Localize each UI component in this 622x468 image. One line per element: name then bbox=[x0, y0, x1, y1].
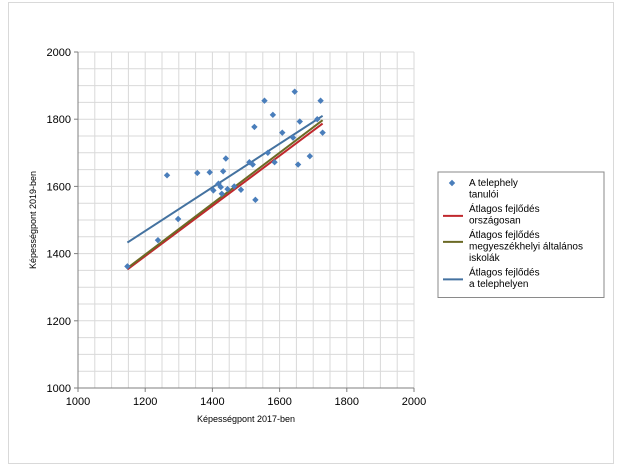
data-point bbox=[269, 111, 277, 119]
y-tick-label: 1000 bbox=[47, 383, 71, 395]
legend-label: Átlagos fejlődés bbox=[469, 266, 540, 279]
data-point bbox=[237, 186, 245, 193]
legend-label: országosan bbox=[469, 216, 521, 227]
data-point bbox=[271, 159, 278, 166]
y-tick-label: 2000 bbox=[47, 47, 71, 59]
x-tick-label: 1600 bbox=[267, 396, 291, 408]
data-point bbox=[251, 123, 258, 131]
legend-label: a telephelyen bbox=[469, 279, 529, 290]
tick-labels: 1000 1200 1400 1600 1800 2000 1000 1200 1400 1600… bbox=[47, 47, 427, 408]
data-point bbox=[279, 129, 286, 136]
data-point bbox=[217, 183, 224, 191]
data-point bbox=[319, 129, 326, 136]
data-point bbox=[289, 134, 297, 141]
trend-line-1 bbox=[126, 122, 324, 271]
y-tick-label: 1200 bbox=[47, 316, 71, 328]
legend-label: iskolák bbox=[469, 253, 501, 264]
data-point bbox=[219, 168, 227, 175]
legend-marker-diamond bbox=[448, 179, 456, 187]
data-points bbox=[124, 88, 326, 270]
data-point bbox=[317, 97, 324, 104]
x-tick-label: 1400 bbox=[200, 396, 224, 408]
data-point bbox=[231, 183, 238, 190]
x-axis-title: Képességpont 2017-ben bbox=[197, 414, 295, 424]
legend-label: A telephely bbox=[469, 178, 518, 189]
x-tick-label: 2000 bbox=[402, 396, 426, 408]
data-point bbox=[218, 190, 226, 197]
data-point bbox=[210, 187, 217, 194]
data-point bbox=[294, 161, 302, 168]
x-tick-label: 1800 bbox=[335, 396, 359, 408]
data-point bbox=[224, 185, 231, 193]
data-point bbox=[163, 172, 171, 179]
x-tick-label: 1200 bbox=[133, 396, 157, 408]
data-point bbox=[206, 169, 213, 176]
trend-lines bbox=[126, 115, 324, 271]
data-point bbox=[124, 263, 131, 270]
trend-line-2 bbox=[126, 119, 324, 269]
data-point bbox=[261, 97, 268, 104]
data-point bbox=[264, 149, 272, 156]
data-point bbox=[194, 169, 201, 177]
data-point bbox=[314, 116, 321, 123]
legend-label: megyeszékhelyi általános bbox=[469, 242, 583, 253]
data-point bbox=[252, 196, 259, 204]
y-tick-label: 1400 bbox=[47, 249, 71, 261]
grid-lines bbox=[77, 51, 415, 389]
axes bbox=[74, 51, 415, 392]
data-point bbox=[306, 152, 314, 160]
legend-label: Átlagos fejlődés bbox=[469, 228, 540, 241]
legend-box bbox=[437, 171, 605, 298]
legend-label: Átlagos fejlődés bbox=[469, 202, 540, 215]
legend-label: tanulói bbox=[469, 190, 498, 201]
data-point bbox=[222, 155, 230, 162]
data-point bbox=[291, 88, 298, 95]
data-point bbox=[154, 236, 162, 244]
data-point bbox=[249, 161, 256, 168]
trend-line-3 bbox=[126, 115, 324, 244]
data-point bbox=[296, 118, 303, 125]
y-tick-label: 1600 bbox=[47, 181, 71, 193]
y-axis-title: Képességpont 2019-ben bbox=[28, 171, 38, 269]
data-point bbox=[174, 215, 182, 223]
x-tick-label: 1000 bbox=[66, 396, 90, 408]
y-tick-label: 1800 bbox=[47, 114, 71, 126]
